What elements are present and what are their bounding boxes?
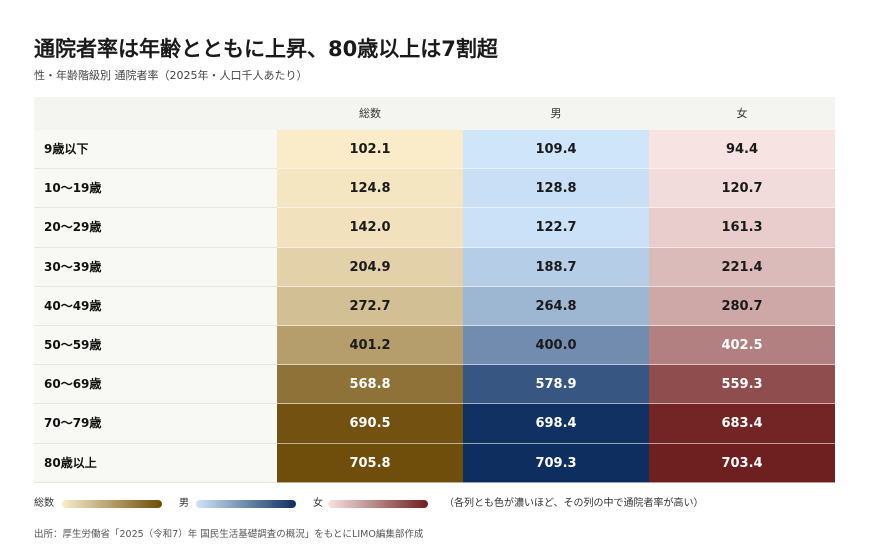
table-body: 9歳以下 102.1 109.4 94.4 10〜19歳 124.8 128.8 120.7 2… [34, 130, 835, 483]
cell-total: 142.0 [277, 208, 463, 248]
cell-total: 204.9 [277, 247, 463, 287]
cell-male: 128.8 [463, 169, 649, 209]
cell-female: 221.4 [649, 247, 835, 287]
row-label: 9歳以下 [34, 130, 277, 170]
legend-gradient-male [196, 500, 296, 508]
cell-male: 122.7 [463, 208, 649, 248]
table-row: 60〜69歳 568.8 578.9 559.3 [34, 365, 835, 405]
table-row: 80歳以上 705.8 709.3 703.4 [34, 443, 835, 483]
cell-total: 568.8 [277, 365, 463, 405]
table-row: 70〜79歳 690.5 698.4 683.4 [34, 404, 835, 444]
table-row: 50〜59歳 401.2 400.0 402.5 [34, 325, 835, 366]
table-row: 9歳以下 102.1 109.4 94.4 [34, 130, 835, 170]
legend-label-female: 女 [313, 498, 323, 509]
column-header-male: 男 [550, 107, 562, 120]
cell-total: 102.1 [277, 130, 463, 170]
source-note: 出所：厚生労働省「2025（令和7）年 国民生活基礎調査の概況」をもとにLIMO… [34, 529, 424, 540]
cell-male: 264.8 [463, 286, 649, 326]
table-row: 40〜49歳 272.7 264.8 280.7 [34, 286, 835, 326]
legend-label-male: 男 [179, 498, 189, 509]
chart-title: 通院者率は年齢とともに上昇、80歳以上は7割超 [34, 37, 498, 61]
cell-female: 559.3 [649, 365, 835, 405]
column-header-female: 女 [736, 107, 748, 120]
cell-female: 683.4 [649, 404, 835, 444]
cell-female: 280.7 [649, 286, 835, 326]
cell-female: 703.4 [649, 443, 835, 483]
cell-total: 401.2 [277, 325, 463, 366]
row-label: 50〜59歳 [34, 325, 277, 366]
table-header: 総数 男 女 [34, 97, 835, 130]
cell-total: 272.7 [277, 286, 463, 326]
row-label: 10〜19歳 [34, 169, 277, 209]
cell-male: 578.9 [463, 365, 649, 405]
cell-male: 188.7 [463, 247, 649, 287]
legend-gradient-total [62, 500, 162, 508]
column-header-total: 総数 [359, 107, 381, 120]
cell-total: 690.5 [277, 404, 463, 444]
cell-male: 709.3 [463, 443, 649, 483]
row-label: 70〜79歳 [34, 404, 277, 444]
row-label: 60〜69歳 [34, 365, 277, 405]
legend-gradient-female [328, 500, 428, 508]
table-row: 20〜29歳 142.0 122.7 161.3 [34, 208, 835, 248]
cell-total: 124.8 [277, 169, 463, 209]
cell-male: 400.0 [463, 325, 649, 366]
row-label: 80歳以上 [34, 443, 277, 483]
table-row: 10〜19歳 124.8 128.8 120.7 [34, 169, 835, 209]
cell-female: 161.3 [649, 208, 835, 248]
cell-female: 94.4 [649, 130, 835, 170]
legend-label-total: 総数 [34, 498, 54, 509]
table-row: 30〜39歳 204.9 188.7 221.4 [34, 247, 835, 287]
cell-female: 120.7 [649, 169, 835, 209]
legend-note: （各列とも色が濃いほど、その列の中で通院者率が高い） [444, 498, 704, 509]
row-label: 40〜49歳 [34, 286, 277, 326]
row-label: 20〜29歳 [34, 208, 277, 248]
cell-male: 698.4 [463, 404, 649, 444]
chart-subtitle: 性・年齢階級別 通院者率（2025年・人口千人あたり） [34, 69, 308, 82]
cell-male: 109.4 [463, 130, 649, 170]
row-label: 30〜39歳 [34, 247, 277, 287]
cell-female: 402.5 [649, 325, 835, 366]
cell-total: 705.8 [277, 443, 463, 483]
heatmap-table: 総数 男 女 9歳以下 102.1 109.4 94.4 10〜19歳 124.8 128.… [34, 97, 835, 483]
